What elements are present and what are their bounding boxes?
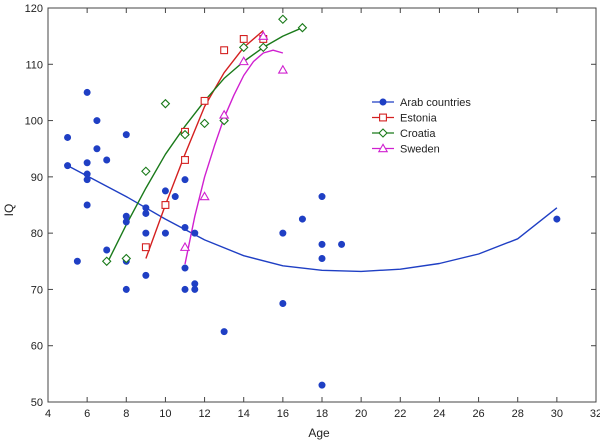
croatia-point [160,98,171,109]
y-tick-label: 80 [31,228,43,240]
x-tick-label: 32 [590,408,600,420]
croatia-point [238,42,249,53]
arab-countries-point [122,131,130,139]
x-tick-label: 20 [355,408,367,420]
x-tick-label: 26 [472,408,484,420]
x-tick-label: 22 [394,408,406,420]
arab-countries-point [64,133,72,141]
arab-countries-point [122,218,130,226]
x-tick-label: 28 [512,408,524,420]
estonia-point [161,201,170,209]
y-tick-label: 50 [31,397,43,409]
arab-countries-point [142,229,150,237]
arab-countries-point [122,285,130,293]
arab-countries-point [161,187,169,195]
arab-countries-point [318,381,326,389]
legend-arab-countries-marker [379,98,387,106]
x-tick-label: 24 [433,408,445,420]
arab-countries-point [181,224,189,232]
croatia-point [121,253,132,264]
y-axis-label: IQ [2,204,16,217]
arab-countries-point [279,229,287,237]
legend-croatia-marker [378,128,388,138]
x-tick-label: 10 [159,408,171,420]
arab-countries-point [83,201,91,209]
arab-countries-point [83,88,91,96]
arab-countries-point [73,257,81,265]
croatia-point [180,129,190,140]
croatia-point [258,42,269,53]
sweden-point [179,241,191,251]
legend-sweden-marker [377,143,389,153]
legend: Arab countries Estonia Croatia Sweden [372,97,471,156]
y-tick-label: 100 [25,116,43,128]
y-tick-label: 60 [31,341,43,353]
legend-sweden-label: Sweden [400,144,440,156]
x-tick-label: 14 [238,408,250,420]
estonia-point [239,35,248,43]
estonia-point [220,46,229,55]
x-tick-label: 4 [45,408,51,420]
sweden-point [277,64,289,74]
x-tick-label: 16 [277,408,289,420]
y-tick-label: 70 [31,284,43,296]
legend-arab-countries-label: Arab countries [400,97,471,109]
arab-countries-point [181,176,189,184]
arab-countries-point [220,328,228,336]
croatia-point [141,166,151,177]
arab-countries-point [181,264,189,272]
arab-countries-point [338,240,346,248]
arab-countries-point [142,271,150,279]
arab-countries-point [279,299,287,307]
estonia-point [181,156,189,164]
sweden-point [238,56,249,66]
arab-countries-point [83,176,91,184]
arab-countries-point [83,159,91,167]
x-tick-label: 6 [84,408,90,420]
arab-countries-point [171,193,179,201]
x-tick-label: 30 [551,408,563,420]
croatia-point [297,22,308,33]
arab-countries-point [103,246,111,254]
plot-area [64,14,561,389]
croatia-point [199,118,210,129]
arab-countries-point [191,285,199,293]
estonia-point [200,96,209,105]
arab-countries-point [181,285,189,293]
y-tick-label: 110 [25,59,43,71]
legend-estonia-marker [379,113,387,122]
arab-countries-fit-line [67,164,558,273]
arab-countries-point [318,193,326,201]
arab-countries-point [93,145,101,153]
arab-countries-point [298,215,306,223]
sweden-point [199,191,210,201]
arab-countries-point [64,162,72,170]
arab-countries-point [318,254,326,262]
x-tick-label: 8 [123,408,129,420]
arab-countries-point [93,117,101,125]
croatia-point [101,256,112,267]
estonia-point [141,243,150,252]
x-tick-label: 18 [316,408,328,420]
arab-countries-point [103,156,111,164]
sweden-fit-line [184,49,284,265]
sweden-point [258,30,269,40]
croatia-point [278,14,288,25]
x-axis-label: Age [308,426,330,440]
arab-countries-point [553,215,561,223]
arab-countries-point [161,229,169,237]
y-tick-label: 120 [25,3,43,15]
arab-countries-point [191,229,199,237]
axes: 4 6 8 10 12 14 16 18 20 22 24 26 28 30 32 50 60 70 80 90 100… [25,3,600,420]
sweden-point [218,109,230,119]
legend-croatia-label: Croatia [400,128,436,140]
legend-estonia-label: Estonia [400,113,438,125]
y-tick-label: 90 [31,172,43,184]
arab-countries-point [318,240,326,248]
arab-countries-point [142,209,150,217]
x-tick-label: 12 [198,408,210,420]
